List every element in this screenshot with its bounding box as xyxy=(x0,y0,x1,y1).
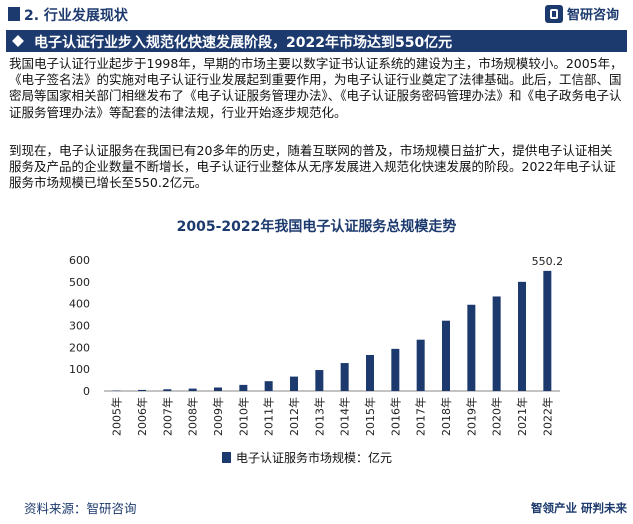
y-tick-label: 300 xyxy=(69,320,90,333)
x-tick-label: 2005年 xyxy=(110,397,124,436)
y-tick-label: 400 xyxy=(69,298,90,311)
y-tick-label: 200 xyxy=(69,341,90,354)
section-title: 2. 行业发展现状 xyxy=(24,8,128,24)
x-tick-label: 2011年 xyxy=(262,397,276,436)
bar xyxy=(290,376,298,391)
x-tick-label: 2017年 xyxy=(414,397,428,436)
top-bar: 2. 行业发展现状 智研咨询 xyxy=(0,0,633,28)
bar xyxy=(391,348,400,391)
y-tick-label: 100 xyxy=(69,363,90,376)
section-marker-icon xyxy=(8,7,20,21)
x-tick-label: 2021年 xyxy=(515,397,529,436)
legend-label: 电子认证服务市场规模：亿元 xyxy=(236,450,392,465)
x-tick-label: 2022年 xyxy=(540,397,554,436)
x-tick-label: 2010年 xyxy=(236,397,250,436)
bar xyxy=(518,281,526,391)
x-tick-label: 2009年 xyxy=(211,397,225,436)
headline-text: 电子认证行业步入规范化快速发展阶段，2022年市场达到550亿元 xyxy=(34,35,453,51)
x-tick-label: 2018年 xyxy=(439,397,453,436)
headline-banner: 电子认证行业步入规范化快速发展阶段，2022年市场达到550亿元 xyxy=(6,30,627,52)
brand-logo: 智研咨询 xyxy=(544,4,619,23)
footer-brand: 智领产业 研判未来 xyxy=(530,501,627,515)
x-tick-label: 2020年 xyxy=(490,397,504,436)
body-paragraph-1: 我国电子认证行业起步于1998年，早期的市场主要以数字证书认证系统的建设为主，市… xyxy=(9,56,623,120)
bar xyxy=(163,389,172,391)
bar xyxy=(188,388,197,391)
x-tick-label: 2015年 xyxy=(363,397,377,436)
bar xyxy=(315,370,324,391)
x-tick-label: 2016年 xyxy=(388,397,402,436)
bar xyxy=(416,339,425,391)
bar xyxy=(366,354,374,391)
x-tick-label: 2007年 xyxy=(160,397,174,436)
brand-logo-icon xyxy=(544,4,563,23)
y-tick-label: 500 xyxy=(69,276,90,289)
bar-chart: 0 100 200 300 400 500 600 2005年 2006年 2007年 2008年 2… xyxy=(69,254,564,465)
banner-diamond-icon xyxy=(12,35,24,47)
data-label: 550.2 xyxy=(532,255,564,268)
bar xyxy=(239,384,248,391)
x-tick-label: 2006年 xyxy=(135,397,149,436)
bar xyxy=(543,270,552,391)
y-tick-label: 0 xyxy=(83,385,90,398)
bar xyxy=(442,320,450,391)
chart-title: 2005-2022年我国电子认证服务总规模走势 xyxy=(176,219,457,235)
body-paragraph-2: 到现在，电子认证服务在我国已有20多年的历史，随着互联网的普及，市场规模日益扩大… xyxy=(9,143,616,191)
x-tick-label: 2014年 xyxy=(338,397,352,436)
bar xyxy=(492,296,501,391)
x-tick-label: 2008年 xyxy=(186,397,200,436)
bar xyxy=(264,381,273,391)
bar xyxy=(467,304,476,391)
x-tick-label: 2012年 xyxy=(287,397,301,436)
bar xyxy=(214,387,222,391)
legend-swatch xyxy=(222,452,231,463)
brand-logo-text: 智研咨询 xyxy=(566,8,619,23)
y-tick-label: 600 xyxy=(69,254,90,267)
bar xyxy=(340,363,349,391)
x-tick-label: 2013年 xyxy=(312,397,326,436)
bar xyxy=(138,389,146,391)
source-note: 资料来源：智研咨询 xyxy=(24,501,137,516)
x-tick-label: 2019年 xyxy=(464,397,478,436)
